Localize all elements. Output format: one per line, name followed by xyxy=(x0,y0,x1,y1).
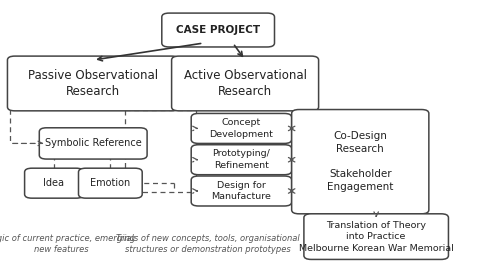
Text: Co-Design
Research

Stakeholder
Engagement: Co-Design Research Stakeholder Engagemen… xyxy=(327,131,394,192)
Text: Active Observational
Research: Active Observational Research xyxy=(184,69,306,98)
Text: Trials of new concepts, tools, organisational
structures or demonstration protot: Trials of new concepts, tools, organisat… xyxy=(116,234,300,254)
FancyBboxPatch shape xyxy=(40,128,147,159)
Text: Translation of Theory
into Practice
Melbourne Korean War Memorial: Translation of Theory into Practice Melb… xyxy=(299,221,454,253)
Text: Logic of current practice, emerging
new features: Logic of current practice, emerging new … xyxy=(0,234,136,254)
Text: Idea: Idea xyxy=(44,178,64,188)
Text: Emotion: Emotion xyxy=(90,178,130,188)
Text: Symbolic Reference: Symbolic Reference xyxy=(45,138,142,148)
FancyBboxPatch shape xyxy=(191,176,292,206)
FancyBboxPatch shape xyxy=(172,56,318,111)
FancyBboxPatch shape xyxy=(191,145,292,175)
Text: Passive Observational
Research: Passive Observational Research xyxy=(28,69,158,98)
Text: Design for
Manufacture: Design for Manufacture xyxy=(212,181,272,201)
FancyBboxPatch shape xyxy=(162,13,274,47)
FancyBboxPatch shape xyxy=(8,56,179,111)
FancyBboxPatch shape xyxy=(78,168,142,198)
FancyBboxPatch shape xyxy=(24,168,84,198)
Text: Concept
Development: Concept Development xyxy=(210,118,274,139)
Text: Prototyping/
Refinement: Prototyping/ Refinement xyxy=(212,149,270,170)
FancyBboxPatch shape xyxy=(191,114,292,143)
FancyBboxPatch shape xyxy=(292,110,429,214)
FancyBboxPatch shape xyxy=(304,214,448,259)
Text: CASE PROJECT: CASE PROJECT xyxy=(176,25,260,35)
